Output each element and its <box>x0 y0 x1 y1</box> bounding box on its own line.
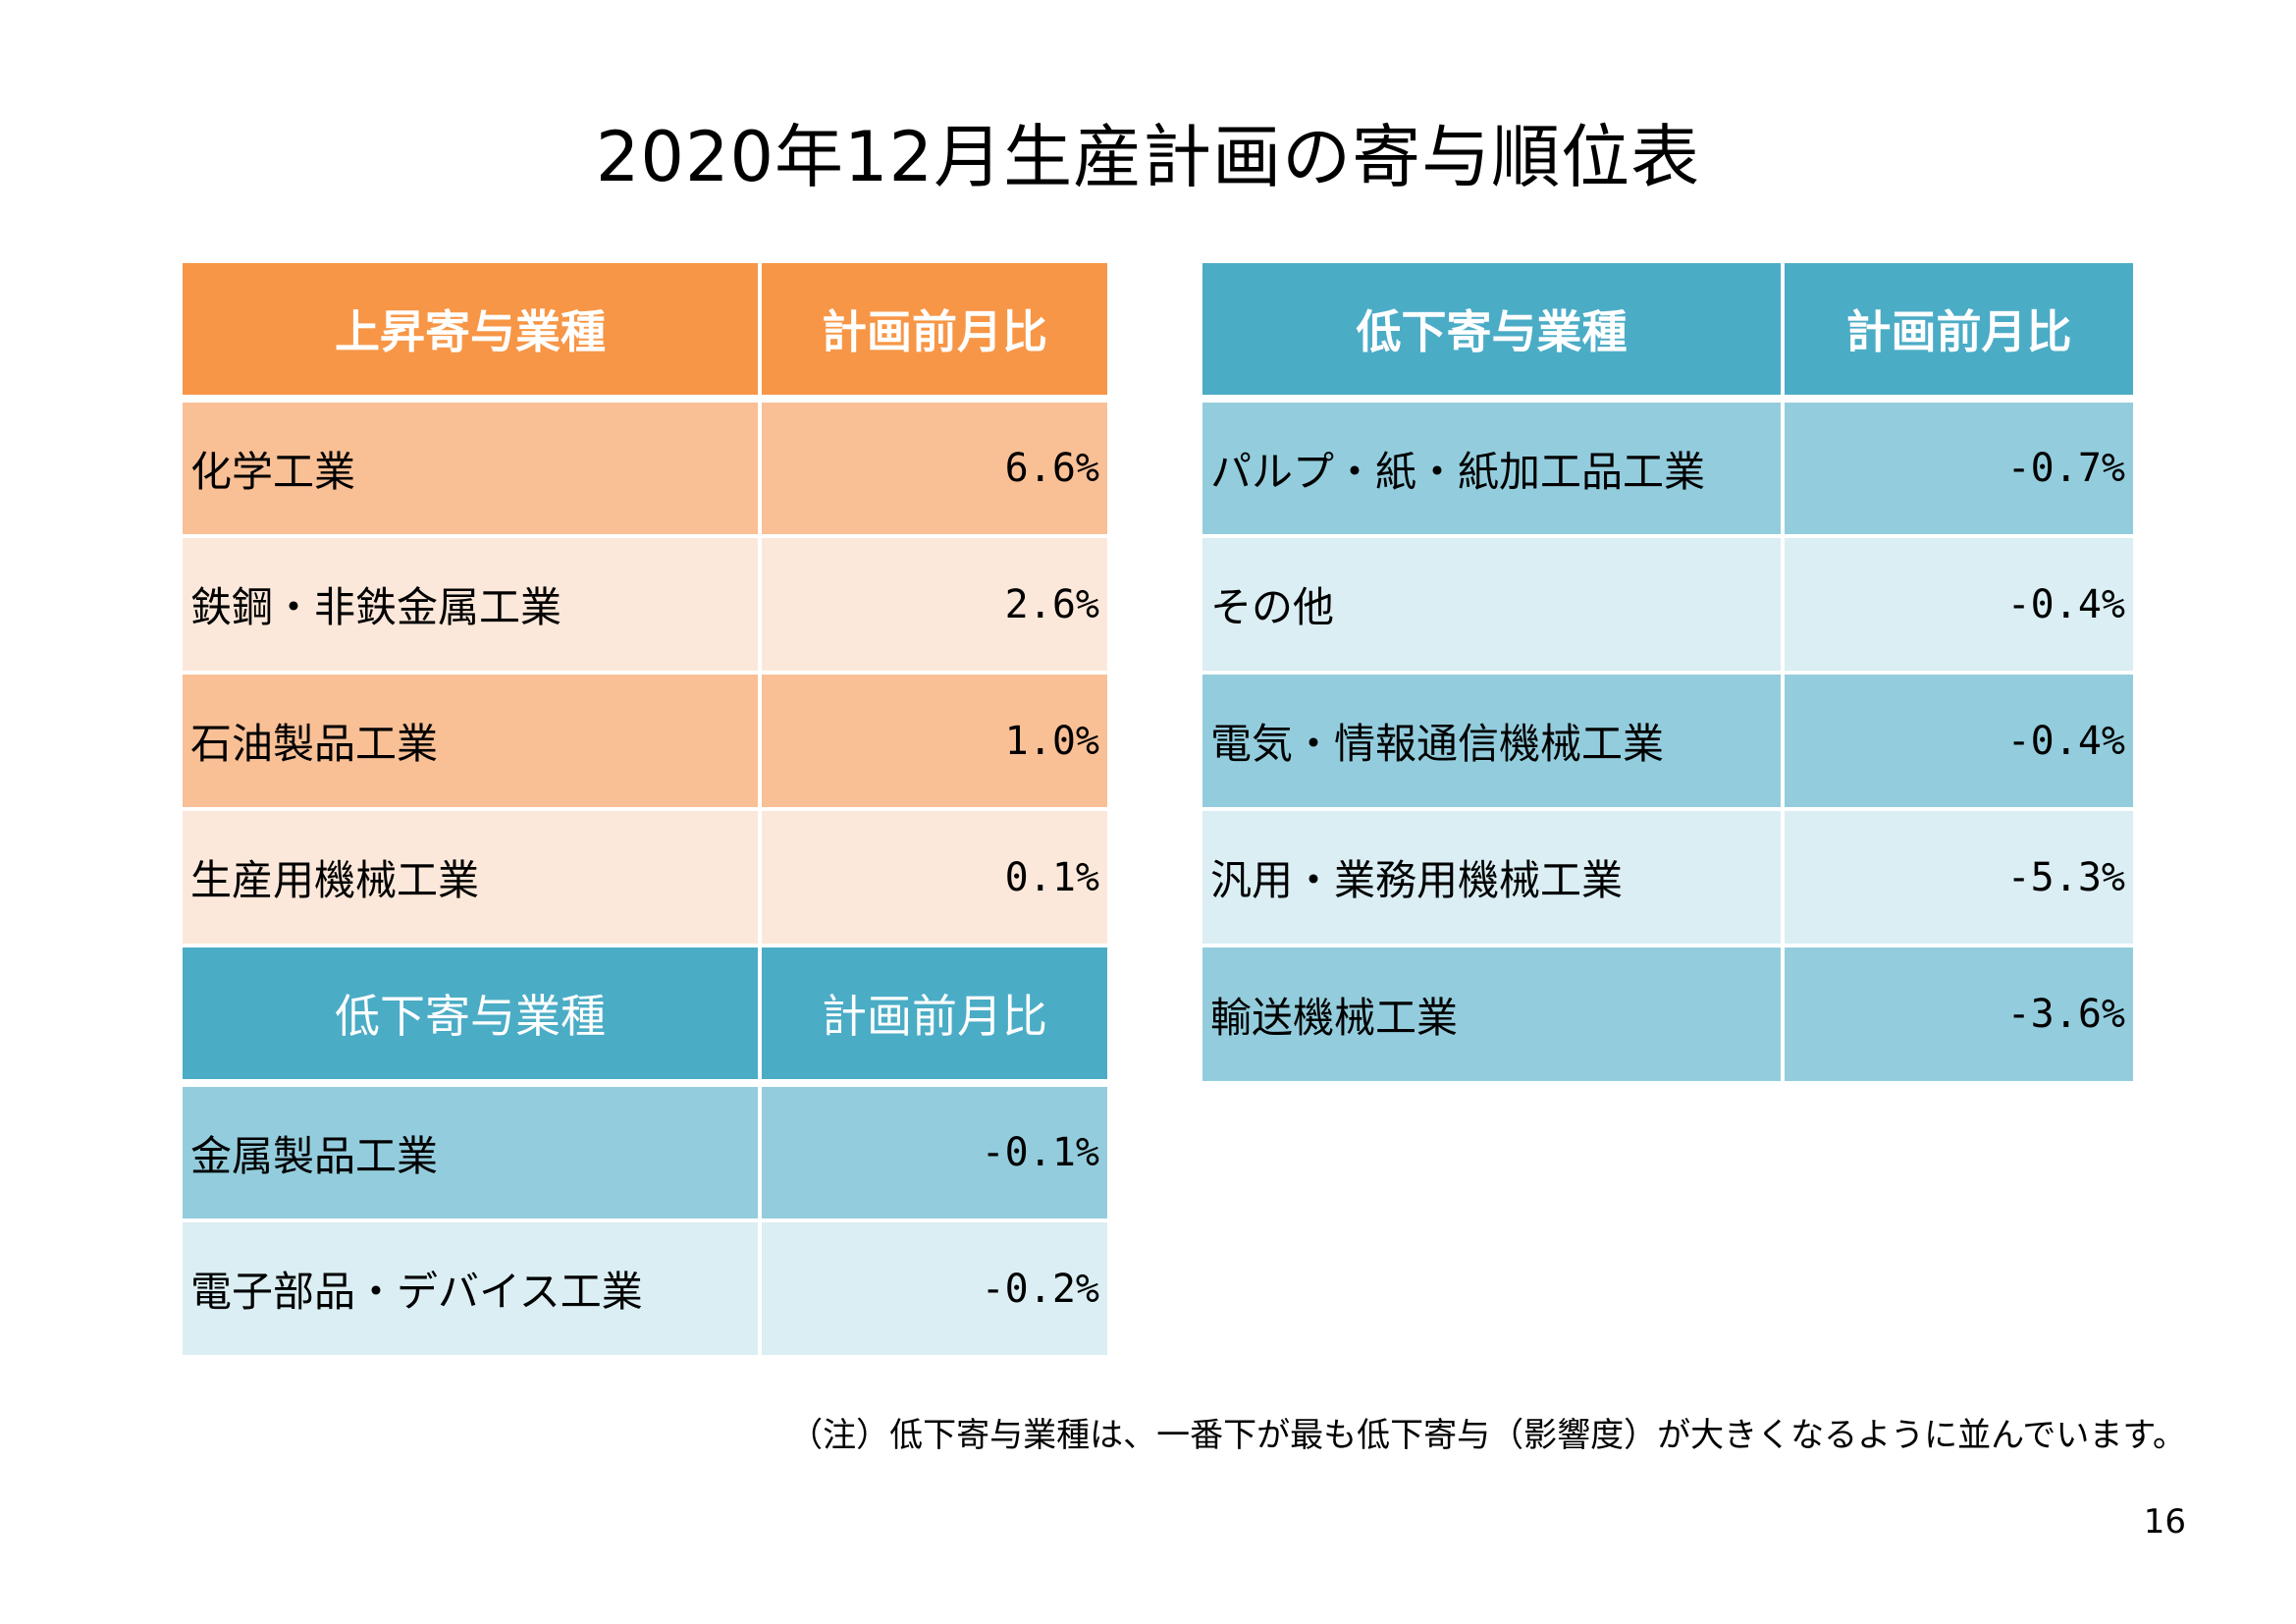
falling-industry-header: 低下寄与業種 <box>1199 259 1785 403</box>
ratio-cell: -0.1% <box>758 1081 1111 1222</box>
ratio-cell: -0.4% <box>1781 534 2137 675</box>
rising-ratio-header: 計画前月比 <box>758 259 1111 403</box>
falling-ratio-header: 計画前月比 <box>758 944 1111 1087</box>
rising-header-row: 上昇寄与業種 計画前月比 <box>179 259 1111 403</box>
industry-cell: 化学工業 <box>179 397 762 538</box>
ratio-cell: -0.4% <box>1781 671 2137 811</box>
table-row: 生産用機械工業 0.1% <box>179 807 1111 947</box>
table-row: 鉄鋼・非鉄金属工業 2.6% <box>179 534 1111 675</box>
table-row: パルプ・紙・紙加工品工業 -0.7% <box>1199 397 2137 538</box>
industry-cell: 汎用・業務用機械工業 <box>1199 807 1785 947</box>
rising-industry-header: 上昇寄与業種 <box>179 259 762 403</box>
ratio-cell: -5.3% <box>1781 807 2137 947</box>
falling-industry-header: 低下寄与業種 <box>179 944 762 1087</box>
footnote: （注）低下寄与業種は、一番下が最も低下寄与（影響度）が大きくなるように並んでいま… <box>789 1416 2186 1455</box>
industry-cell: パルプ・紙・紙加工品工業 <box>1199 397 1785 538</box>
industry-cell: 生産用機械工業 <box>179 807 762 947</box>
ratio-cell: 1.0% <box>758 671 1111 811</box>
industry-cell: 輸送機械工業 <box>1199 944 1785 1085</box>
falling-ratio-header: 計画前月比 <box>1781 259 2137 403</box>
industry-cell: 鉄鋼・非鉄金属工業 <box>179 534 762 675</box>
table-row: 石油製品工業 1.0% <box>179 671 1111 811</box>
table-row: 金属製品工業 -0.1% <box>179 1081 1111 1222</box>
left-contribution-table: 上昇寄与業種 計画前月比 化学工業 6.6% 鉄鋼・非鉄金属工業 2.6% 石油… <box>179 259 1111 1359</box>
page-title: 2020年12月生産計画の寄与順位表 <box>595 117 1701 197</box>
ratio-cell: 0.1% <box>758 807 1111 947</box>
ratio-cell: 2.6% <box>758 534 1111 675</box>
ratio-cell: -3.6% <box>1781 944 2137 1085</box>
table-row: 汎用・業務用機械工業 -5.3% <box>1199 807 2137 947</box>
ratio-cell: -0.2% <box>758 1218 1111 1359</box>
falling-header-row: 低下寄与業種 計画前月比 <box>1199 259 2137 403</box>
ratio-cell: -0.7% <box>1781 397 2137 538</box>
falling-header-row: 低下寄与業種 計画前月比 <box>179 944 1111 1087</box>
page-number: 16 <box>2143 1502 2186 1542</box>
industry-cell: 金属製品工業 <box>179 1081 762 1222</box>
industry-cell: 電子部品・デバイス工業 <box>179 1218 762 1359</box>
table-row: 輸送機械工業 -3.6% <box>1199 944 2137 1085</box>
industry-cell: その他 <box>1199 534 1785 675</box>
table-row: 化学工業 6.6% <box>179 397 1111 538</box>
ratio-cell: 6.6% <box>758 397 1111 538</box>
industry-cell: 石油製品工業 <box>179 671 762 811</box>
table-row: その他 -0.4% <box>1199 534 2137 675</box>
table-row: 電子部品・デバイス工業 -0.2% <box>179 1218 1111 1359</box>
industry-cell: 電気・情報通信機械工業 <box>1199 671 1785 811</box>
right-contribution-table: 低下寄与業種 計画前月比 パルプ・紙・紙加工品工業 -0.7% その他 -0.4… <box>1199 259 2137 1085</box>
table-row: 電気・情報通信機械工業 -0.4% <box>1199 671 2137 811</box>
